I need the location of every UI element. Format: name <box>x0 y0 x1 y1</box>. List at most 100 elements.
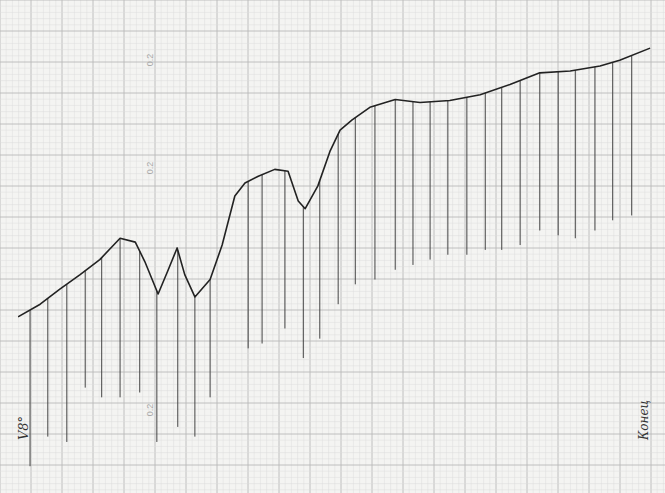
paper-line <box>142 0 143 493</box>
marker-spike <box>66 284 67 442</box>
paper-line <box>446 0 447 493</box>
marker-spike <box>284 171 285 329</box>
paper-line <box>489 0 490 493</box>
marker-spike <box>338 134 339 304</box>
annotation: 0.2 <box>145 162 155 175</box>
paper <box>0 0 665 493</box>
paper-line <box>0 446 665 447</box>
paper-line <box>663 0 664 493</box>
paper-line <box>322 0 323 493</box>
marker-spike <box>30 310 31 466</box>
paper-line <box>0 235 665 236</box>
paper-line <box>396 0 397 493</box>
paper-line <box>0 254 665 255</box>
paper-line <box>0 359 665 360</box>
paper-line <box>334 0 335 493</box>
paper-line <box>0 458 665 459</box>
paper-line <box>0 117 665 118</box>
paper-line <box>68 0 69 493</box>
paper-line <box>0 148 665 149</box>
paper-line <box>241 0 242 493</box>
paper-line <box>0 452 665 453</box>
paper-line <box>161 0 162 493</box>
paper-line <box>105 0 106 493</box>
paper-line <box>0 136 665 137</box>
paper-line <box>0 248 665 249</box>
paper-line <box>620 0 621 493</box>
paper-line <box>434 0 435 493</box>
paper-line <box>186 0 187 493</box>
paper-line <box>378 0 379 493</box>
annotation: 0.2 <box>145 404 155 417</box>
paper-line <box>0 24 665 25</box>
paper-line <box>266 0 267 493</box>
paper-line <box>0 142 665 143</box>
marker-spike <box>430 102 431 260</box>
paper-line <box>384 0 385 493</box>
paper-line <box>291 0 292 493</box>
paper-line <box>0 68 665 69</box>
marker-spike <box>355 118 356 285</box>
annotation: V8° <box>16 416 31 440</box>
paper-line <box>0 229 665 230</box>
paper-line <box>0 285 665 286</box>
paper-line <box>0 347 665 348</box>
paper-line <box>0 0 1 493</box>
marker-spike <box>520 81 521 245</box>
paper-line <box>533 0 534 493</box>
paper-line <box>0 105 665 106</box>
paper-line <box>0 291 665 292</box>
paper-line <box>0 179 665 180</box>
paper-line <box>0 440 665 441</box>
paper-line <box>179 0 180 493</box>
plot-area <box>18 48 650 466</box>
paper-line <box>297 0 298 493</box>
paper-line <box>0 310 665 311</box>
paper-line <box>0 99 665 100</box>
marker-spike <box>262 175 263 344</box>
marker-spike <box>594 67 595 231</box>
marker-spike <box>177 250 178 427</box>
marker-spike <box>575 70 576 238</box>
paper-line <box>260 0 261 493</box>
paper-line <box>62 0 63 493</box>
paper-line <box>0 43 665 44</box>
paper-line <box>589 0 590 493</box>
paper-line <box>570 0 571 493</box>
paper-line <box>403 0 404 493</box>
marker-spike <box>101 258 102 398</box>
paper-line <box>167 0 168 493</box>
paper-line <box>248 0 249 493</box>
marker-spike <box>631 55 632 215</box>
marker-spike <box>210 279 211 397</box>
paper-line <box>613 0 614 493</box>
paper-line <box>595 0 596 493</box>
paper-line <box>0 396 665 397</box>
marker-spike <box>194 297 195 437</box>
paper-line <box>223 0 224 493</box>
paper-line <box>173 0 174 493</box>
paper-line <box>0 80 665 81</box>
paper-line <box>55 0 56 493</box>
paper-line <box>0 37 665 38</box>
marker-spike <box>248 181 249 348</box>
paper-line <box>0 272 665 273</box>
paper-line <box>12 0 13 493</box>
paper-line <box>0 365 665 366</box>
paper-line <box>0 161 665 162</box>
paper-line <box>365 0 366 493</box>
paper-line <box>0 334 665 335</box>
paper-line <box>390 0 391 493</box>
paper-line <box>316 0 317 493</box>
paper-line <box>37 0 38 493</box>
paper-line <box>508 0 509 493</box>
paper-line <box>421 0 422 493</box>
paper-line <box>0 434 665 435</box>
paper-line <box>49 0 50 493</box>
paper-line <box>551 0 552 493</box>
paper-line <box>514 0 515 493</box>
paper-line <box>0 186 665 187</box>
paper-line <box>440 0 441 493</box>
paper-line <box>0 483 665 484</box>
marker-spike <box>303 207 304 358</box>
